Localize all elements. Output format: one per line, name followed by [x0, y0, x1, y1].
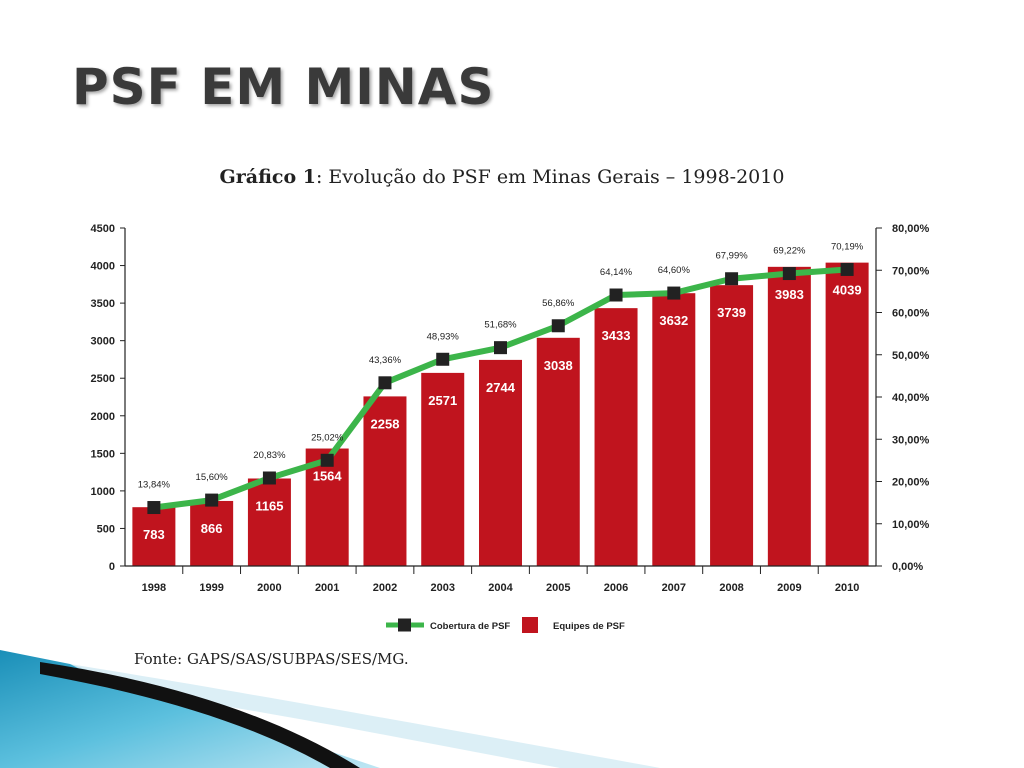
coverage-value-label: 48,93% — [427, 331, 460, 342]
coverage-value-label: 20,83% — [253, 450, 286, 461]
coverage-value-label: 69,22% — [773, 246, 806, 257]
coverage-marker — [667, 286, 681, 300]
source-note: Fonte: GAPS/SAS/SUBPAS/SES/MG. — [134, 650, 409, 668]
x-axis-tick-label: 2000 — [257, 582, 281, 594]
chart-title: Gráfico 1: Evolução do PSF em Minas Gera… — [0, 166, 1004, 188]
right-axis-tick-label: 30,00% — [892, 434, 930, 446]
coverage-marker — [147, 501, 161, 515]
bar — [536, 337, 580, 566]
x-axis-tick-label: 2006 — [604, 582, 628, 594]
coverage-value-label: 43,36% — [369, 355, 402, 366]
right-axis-tick-label: 10,00% — [892, 519, 930, 531]
bar-value-label: 2744 — [486, 380, 516, 395]
coverage-marker — [840, 262, 854, 276]
coverage-marker — [436, 352, 450, 366]
x-axis-tick-label: 2001 — [315, 582, 339, 594]
legend-marker-swatch — [398, 618, 411, 632]
bar-value-label: 2258 — [371, 416, 400, 431]
coverage-marker — [262, 471, 276, 485]
bar-value-label: 2571 — [428, 393, 457, 408]
coverage-marker — [725, 272, 739, 286]
left-axis-tick-label: 1000 — [91, 486, 115, 498]
bar-value-label: 3038 — [544, 358, 573, 373]
left-axis-tick-label: 3000 — [91, 336, 115, 348]
bar-value-label: 1165 — [255, 498, 283, 513]
coverage-marker — [205, 493, 219, 507]
x-axis-tick-label: 2009 — [777, 582, 801, 594]
legend-label-coverage: Cobertura de PSF — [430, 621, 510, 632]
left-axis-tick-label: 4000 — [91, 261, 115, 273]
bar — [132, 507, 176, 566]
coverage-marker — [551, 319, 565, 333]
x-axis-tick-label: 2008 — [719, 582, 743, 594]
bar — [767, 266, 811, 566]
left-axis-tick-label: 2500 — [91, 373, 115, 385]
coverage-marker — [378, 376, 392, 390]
bar-value-label: 3632 — [659, 313, 688, 328]
left-axis-tick-label: 4500 — [91, 223, 115, 235]
chart-title-text: : Evolução do PSF em Minas Gerais – 1998… — [315, 166, 785, 188]
right-axis-tick-label: 50,00% — [892, 350, 930, 362]
x-axis-tick-label: 2004 — [488, 582, 513, 594]
bar-value-label: 866 — [201, 521, 223, 536]
slide-title: PSF EM MINAS — [72, 58, 495, 116]
left-axis-tick-label: 3500 — [91, 298, 115, 310]
x-axis-tick-label: 1999 — [199, 582, 223, 594]
coverage-value-label: 25,02% — [311, 432, 344, 443]
bar-value-label: 4039 — [833, 283, 862, 298]
coverage-value-label: 64,60% — [658, 265, 691, 276]
legend-bar-swatch — [522, 617, 538, 633]
coverage-marker — [782, 267, 796, 281]
bar — [247, 478, 291, 566]
x-axis-tick-label: 1998 — [142, 582, 166, 594]
bar-value-label: 3739 — [717, 305, 746, 320]
coverage-value-label: 67,99% — [715, 251, 748, 262]
bar-value-label: 1564 — [313, 469, 343, 484]
x-axis-tick-label: 2005 — [546, 582, 570, 594]
bar — [479, 359, 522, 566]
coverage-value-label: 70,19% — [831, 241, 864, 252]
bar — [710, 285, 754, 566]
legend-label-teams: Equipes de PSF — [553, 621, 625, 632]
right-axis-tick-label: 0,00% — [892, 561, 923, 573]
x-axis-tick-label: 2007 — [662, 582, 686, 594]
bar — [190, 500, 234, 566]
chart-title-bold: Gráfico 1 — [219, 166, 316, 188]
bar — [594, 308, 638, 566]
right-axis-tick-label: 70,00% — [892, 265, 930, 277]
bar — [421, 372, 465, 566]
bar — [363, 396, 407, 566]
x-axis-tick-label: 2010 — [835, 582, 859, 594]
left-axis-tick-label: 500 — [97, 523, 115, 535]
left-axis-tick-label: 0 — [109, 561, 115, 573]
coverage-value-label: 15,60% — [196, 472, 229, 483]
right-axis-tick-label: 80,00% — [892, 223, 930, 235]
bar — [652, 293, 696, 566]
coverage-value-label: 56,86% — [542, 298, 575, 309]
coverage-value-label: 51,68% — [484, 320, 517, 331]
x-axis-tick-label: 2003 — [430, 582, 454, 594]
coverage-marker — [494, 341, 507, 355]
coverage-marker — [609, 288, 623, 302]
right-axis-tick-label: 60,00% — [892, 308, 930, 320]
coverage-value-label: 64,14% — [600, 267, 633, 278]
bar — [825, 262, 869, 566]
coverage-value-label: 13,84% — [138, 480, 171, 491]
right-axis-tick-label: 40,00% — [892, 392, 930, 404]
bar — [305, 448, 349, 566]
right-axis-tick-label: 20,00% — [892, 477, 930, 489]
x-axis-tick-label: 2002 — [373, 582, 397, 594]
bar-value-label: 783 — [143, 527, 165, 542]
bar-value-label: 3433 — [602, 328, 631, 343]
bar-value-label: 3983 — [775, 287, 804, 302]
left-axis-tick-label: 2000 — [91, 411, 115, 423]
coverage-marker — [320, 453, 334, 467]
left-axis-tick-label: 1500 — [91, 448, 115, 460]
